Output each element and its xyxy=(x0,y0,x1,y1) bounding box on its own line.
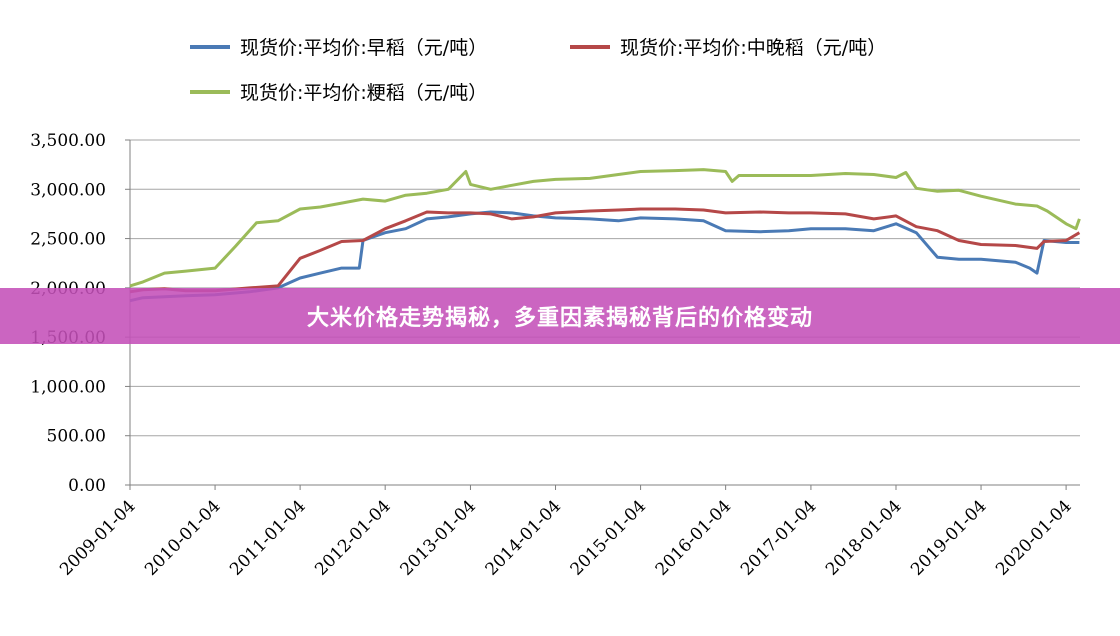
legend-label-2: 现货价:平均价:中晚稻（元/吨） xyxy=(620,37,886,59)
x-tick-label: 2015-01-04 xyxy=(567,496,650,579)
series-line-2 xyxy=(129,207,1081,294)
legend-label-1: 现货价:平均价:早稻（元/吨） xyxy=(240,37,487,59)
x-tick-label: 2020-01-04 xyxy=(992,496,1075,579)
series-line-3 xyxy=(129,168,1081,288)
y-tick-label: 3,500.00 xyxy=(30,131,106,151)
x-tick-label: 2017-01-04 xyxy=(737,496,820,579)
y-tick-label: 1,000.00 xyxy=(30,377,106,397)
series-line-1 xyxy=(129,210,1080,303)
headline-banner: 大米价格走势揭秘，多重因素揭秘背后的价格变动 xyxy=(0,288,1120,344)
x-tick-label: 2010-01-04 xyxy=(141,496,224,579)
x-tick-label: 2019-01-04 xyxy=(907,496,990,579)
x-tick-label: 2018-01-04 xyxy=(822,496,905,579)
y-tick-label: 2,500.00 xyxy=(30,230,106,250)
y-tick-label: 500.00 xyxy=(47,427,106,447)
y-tick-label: 0.00 xyxy=(68,476,106,496)
y-tick-label: 3,000.00 xyxy=(30,180,106,200)
x-tick-label: 2009-01-04 xyxy=(56,496,139,579)
x-tick-label: 2016-01-04 xyxy=(652,496,735,579)
x-tick-label: 2013-01-04 xyxy=(397,496,480,579)
x-tick-label: 2012-01-04 xyxy=(311,496,394,579)
x-tick-label: 2011-01-04 xyxy=(226,496,309,579)
x-tick-label: 2014-01-04 xyxy=(482,496,565,579)
legend-label-3: 现货价:平均价:粳稻（元/吨） xyxy=(240,82,487,104)
